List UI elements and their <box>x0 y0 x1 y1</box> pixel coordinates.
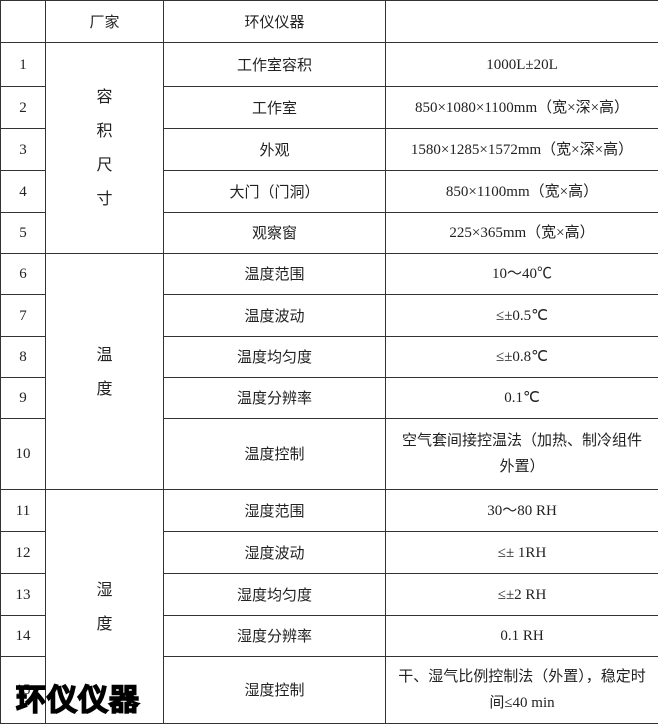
item-cell: 温度均匀度 <box>164 337 386 378</box>
group-label: 温度 <box>97 338 113 406</box>
value-cell: ≤±2 RH <box>386 574 658 616</box>
row-number: 1 <box>1 43 46 87</box>
item-cell: 大门（门洞） <box>164 171 386 213</box>
header-cell <box>386 1 658 43</box>
value-cell: ≤±0.5℃ <box>386 295 658 337</box>
row-number: 11 <box>1 490 46 532</box>
item-cell: 外观 <box>164 129 386 171</box>
item-cell: 观察窗 <box>164 213 386 254</box>
row-number: 8 <box>1 337 46 378</box>
item-cell: 温度分辨率 <box>164 378 386 419</box>
value-cell: 30～80 RH <box>386 490 658 532</box>
row-number: 4 <box>1 171 46 213</box>
row-number: 6 <box>1 254 46 295</box>
group-cell: 温度 <box>46 254 164 490</box>
row-number: 3 <box>1 129 46 171</box>
group-label: 湿度 <box>97 573 113 641</box>
value-cell: 0.1℃ <box>386 378 658 419</box>
value-cell: 850×1100mm（宽×高） <box>386 171 658 213</box>
row-number: 9 <box>1 378 46 419</box>
watermark: 环仪仪器 <box>16 675 140 719</box>
item-cell: 温度控制 <box>164 419 386 490</box>
value-cell: 10～40℃ <box>386 254 658 295</box>
value-cell: ≤±0.8℃ <box>386 337 658 378</box>
item-cell: 温度波动 <box>164 295 386 337</box>
group-label: 容积尺寸 <box>97 80 113 216</box>
row-number: 5 <box>1 213 46 254</box>
item-cell: 湿度分辨率 <box>164 616 386 657</box>
item-cell: 工作室 <box>164 87 386 129</box>
row-number: 12 <box>1 532 46 574</box>
item-cell: 工作室容积 <box>164 43 386 87</box>
row-number: 2 <box>1 87 46 129</box>
value-cell: 空气套间接控温法（加热、制冷组件外置） <box>386 419 658 490</box>
value-cell: ≤± 1RH <box>386 532 658 574</box>
row-number: 7 <box>1 295 46 337</box>
header-cell: 环仪仪器 <box>164 1 386 43</box>
group-cell: 容积尺寸 <box>46 43 164 254</box>
item-cell: 温度范围 <box>164 254 386 295</box>
value-cell: 干、湿气比例控制法（外置），稳定时间≤40 min <box>386 657 658 724</box>
value-cell: 1580×1285×1572mm（宽×深×高） <box>386 129 658 171</box>
item-cell: 湿度波动 <box>164 532 386 574</box>
value-cell: 1000L±20L <box>386 43 658 87</box>
value-cell: 0.1 RH <box>386 616 658 657</box>
value-cell: 850×1080×1100mm（宽×深×高） <box>386 87 658 129</box>
item-cell: 湿度范围 <box>164 490 386 532</box>
header-cell: 厂家 <box>46 1 164 43</box>
row-number: 10 <box>1 419 46 490</box>
item-cell: 湿度均匀度 <box>164 574 386 616</box>
header-cell <box>1 1 46 43</box>
row-number: 13 <box>1 574 46 616</box>
value-cell: 225×365mm（宽×高） <box>386 213 658 254</box>
header-row: 厂家环仪仪器 <box>1 1 658 43</box>
row-number: 14 <box>1 616 46 657</box>
item-cell: 湿度控制 <box>164 657 386 724</box>
